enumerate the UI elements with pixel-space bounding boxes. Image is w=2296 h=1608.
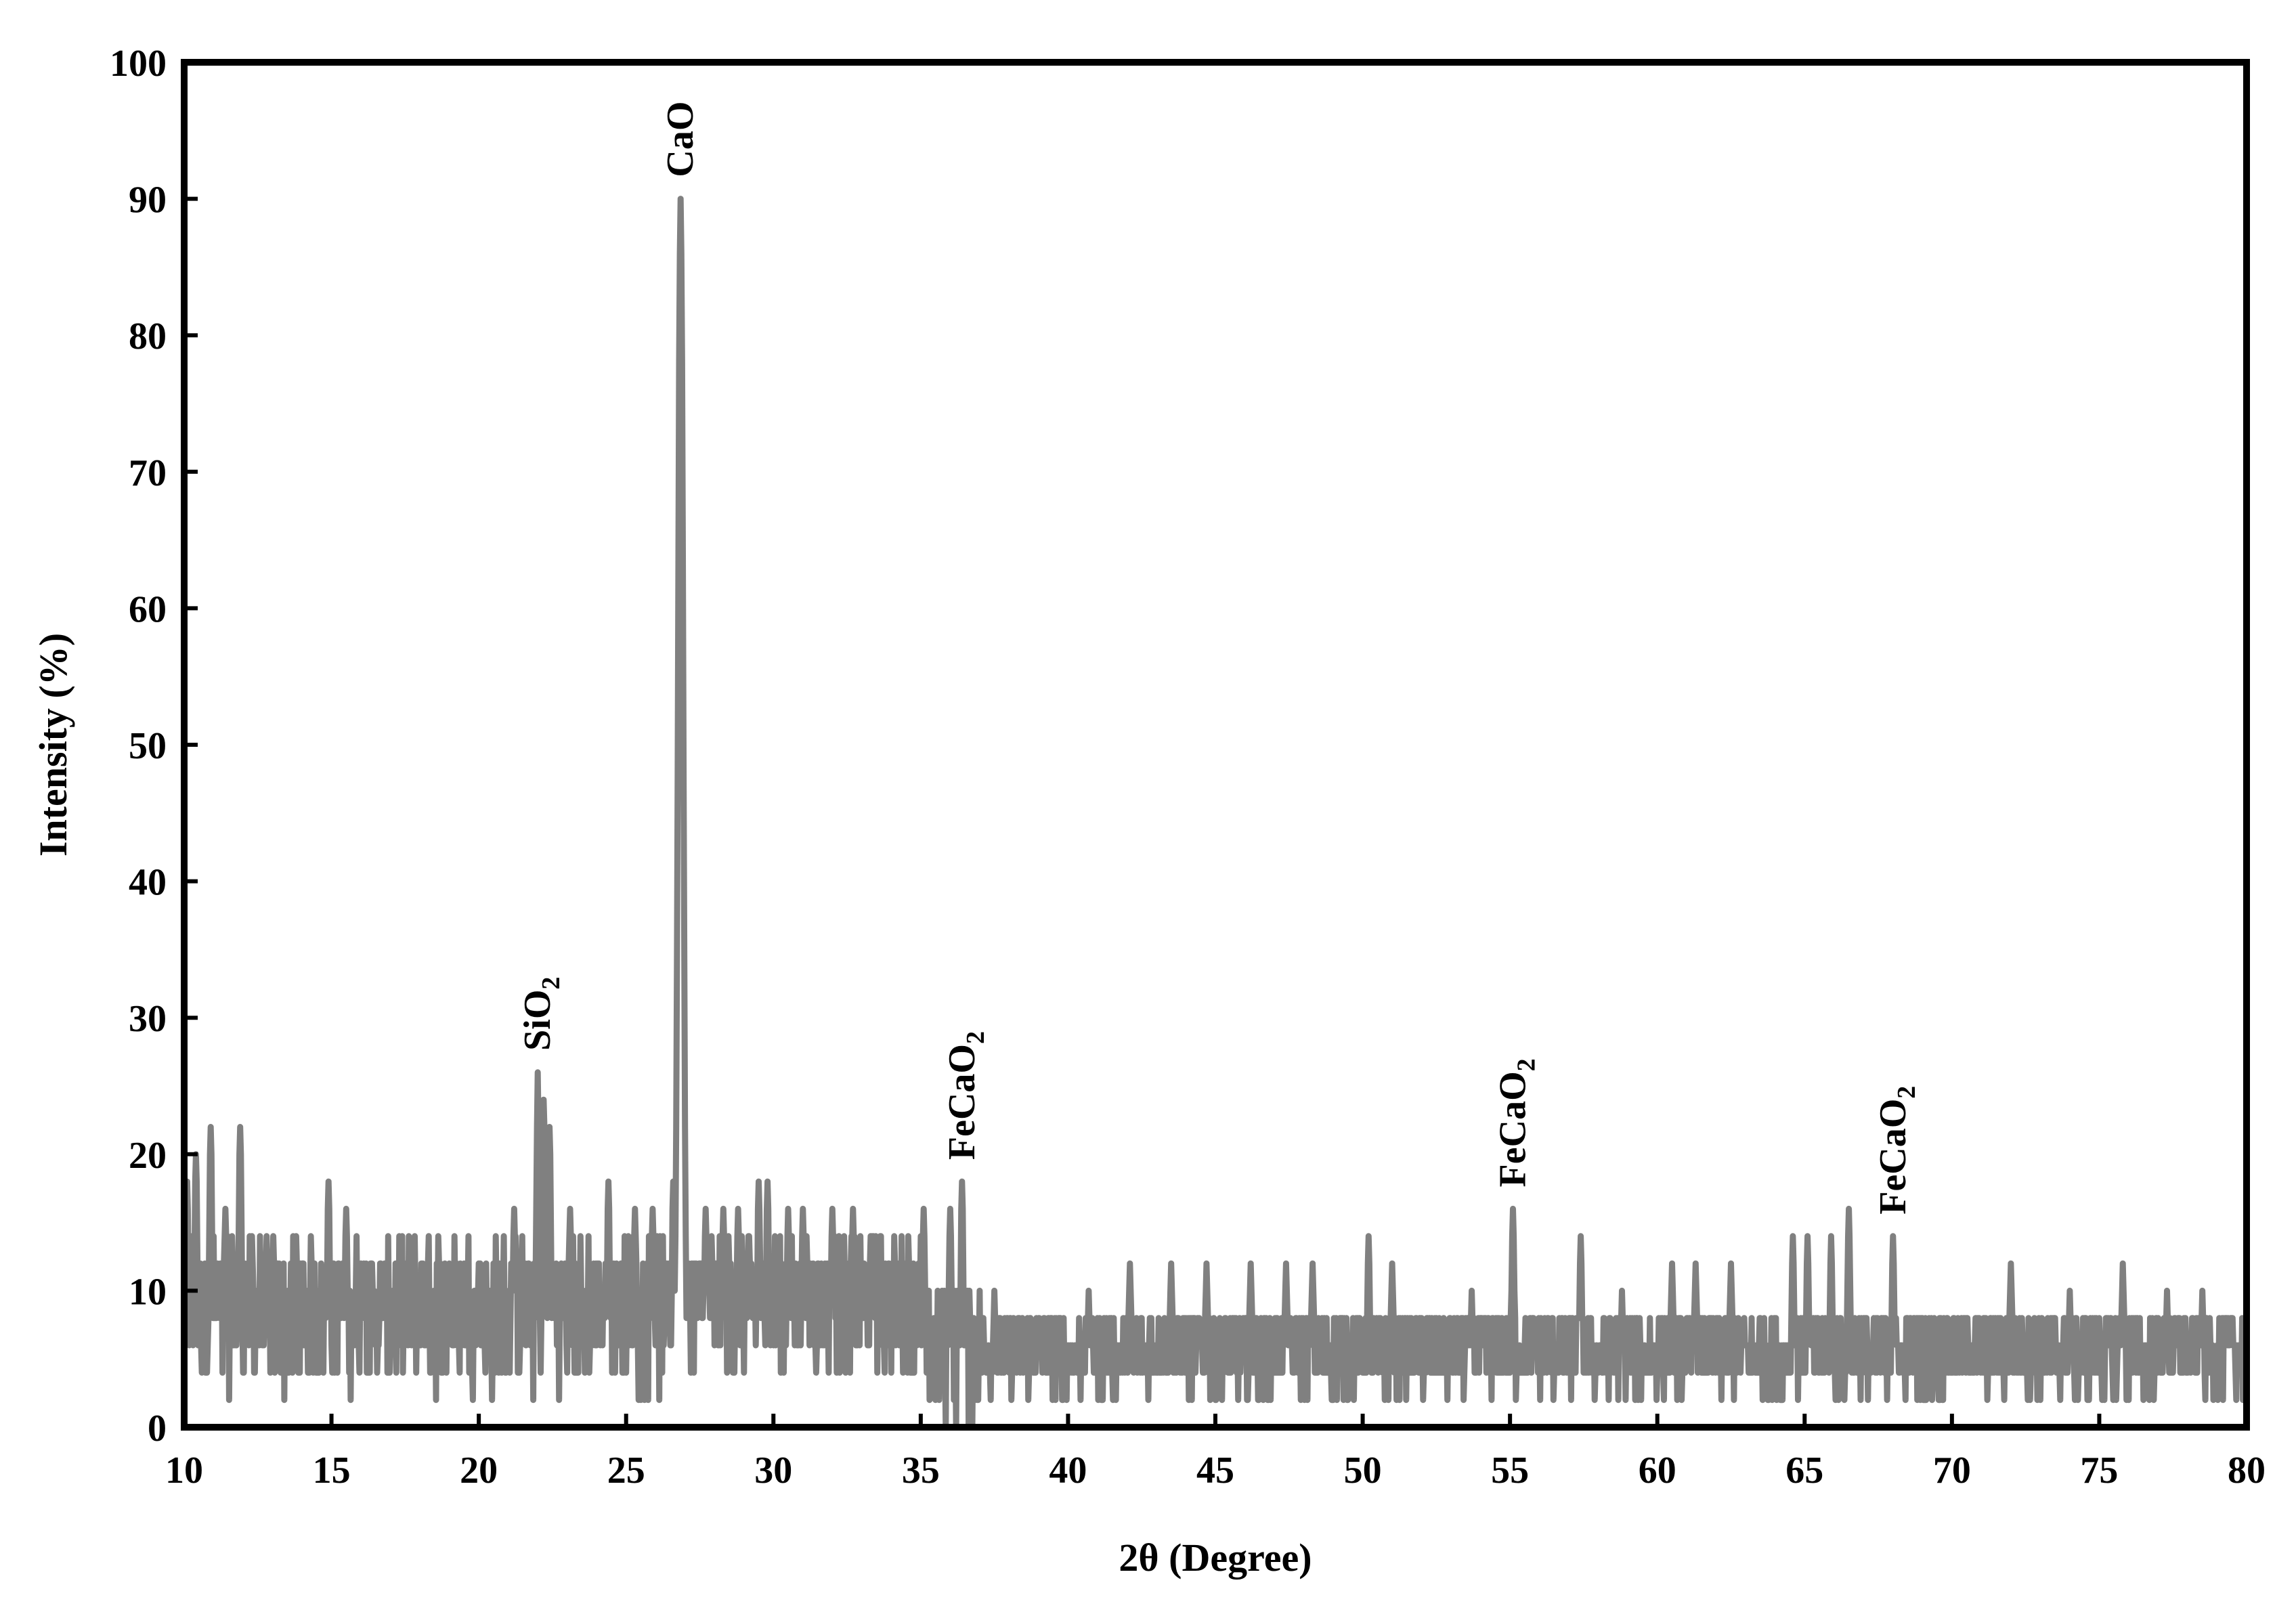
y-axis-title: Intensity (%) xyxy=(31,633,75,856)
y-tick-label: 90 xyxy=(129,179,167,221)
axis-ticks: 10 15 20 25 30 35 40 45 50 55 60 65 70 75 800102030405… xyxy=(110,43,2266,1492)
x-tick-label: 20 xyxy=(460,1450,498,1492)
y-tick-label: 0 xyxy=(148,1408,167,1450)
x-tick-label: 15 xyxy=(313,1450,351,1492)
x-tick-label: 40 xyxy=(1049,1450,1087,1492)
peak-label: SiO2 xyxy=(517,977,565,1051)
peak-label-text: FeCaO xyxy=(941,1044,983,1160)
x-tick-label: 75 xyxy=(2080,1450,2118,1492)
peak-label-subscript: 2 xyxy=(537,977,565,990)
peak-label-subscript: 2 xyxy=(961,1031,990,1044)
y-tick-label: 80 xyxy=(129,316,167,357)
peak-label-subscript: 2 xyxy=(1892,1086,1921,1099)
y-tick-label: 10 xyxy=(129,1271,167,1313)
plot-frame xyxy=(181,59,2250,1431)
peak-label-text: CaO xyxy=(659,102,701,177)
x-tick-label: 50 xyxy=(1344,1450,1382,1492)
series-line xyxy=(181,196,2250,1431)
peak-label: FeCaO2 xyxy=(941,1031,990,1160)
peak-label-text: SiO xyxy=(517,990,559,1051)
peak-label-text: FeCaO xyxy=(1492,1071,1534,1187)
x-tick-label: 65 xyxy=(1785,1450,1823,1492)
peak-label-subscript: 2 xyxy=(1512,1058,1540,1071)
peak-label: FeCaO2 xyxy=(1492,1058,1540,1187)
x-tick-label: 55 xyxy=(1491,1450,1529,1492)
x-tick-label: 60 xyxy=(1639,1450,1676,1492)
x-tick-label: 70 xyxy=(1933,1450,1971,1492)
x-tick-label: 10 xyxy=(165,1450,203,1492)
x-tick-label: 45 xyxy=(1196,1450,1234,1492)
x-tick-label: 30 xyxy=(754,1450,792,1492)
peak-label: FeCaO2 xyxy=(1872,1086,1921,1215)
peak-label-text: FeCaO xyxy=(1872,1099,1914,1215)
x-axis-title: 2θ (Degree) xyxy=(1119,1536,1312,1580)
y-tick-label: 100 xyxy=(110,43,167,85)
peak-label: CaO xyxy=(659,102,701,177)
y-tick-label: 60 xyxy=(129,588,167,630)
intensity-series xyxy=(181,196,2250,1431)
x-tick-label: 35 xyxy=(902,1450,940,1492)
y-tick-label: 20 xyxy=(129,1135,167,1177)
y-tick-label: 40 xyxy=(129,862,167,904)
x-tick-label: 25 xyxy=(607,1450,645,1492)
x-tick-label: 80 xyxy=(2228,1450,2266,1492)
y-tick-label: 70 xyxy=(129,452,167,494)
y-tick-label: 50 xyxy=(129,725,167,767)
y-tick-label: 30 xyxy=(129,998,167,1040)
